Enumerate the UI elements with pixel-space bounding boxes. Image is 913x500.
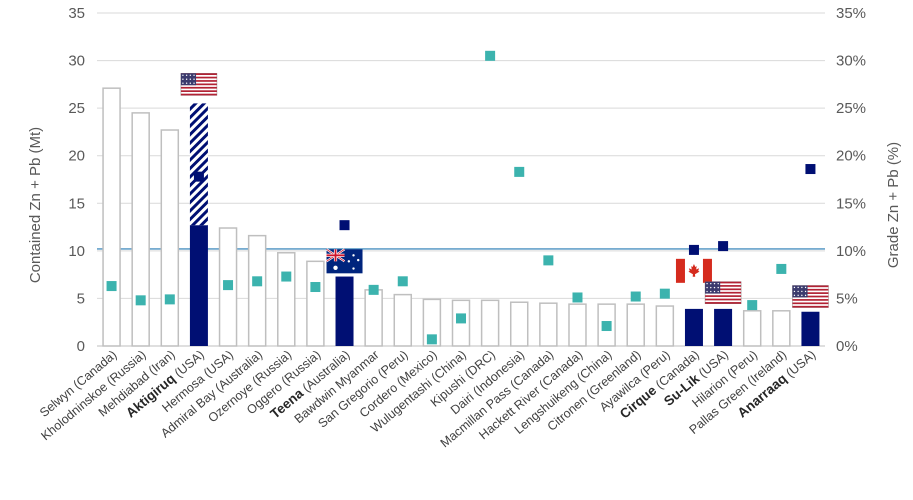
grade-marker <box>747 300 758 311</box>
grade-marker <box>281 271 292 282</box>
bar <box>655 305 675 347</box>
bar <box>684 308 703 346</box>
bar <box>247 234 267 347</box>
bar <box>277 252 296 347</box>
bar-hatched-segment <box>189 103 208 226</box>
us-flag-icon <box>704 281 742 305</box>
grade-marker <box>485 50 496 61</box>
y2-tick-label: 5% <box>836 290 858 307</box>
bar-series <box>102 87 820 347</box>
country-flags <box>180 73 829 308</box>
bar <box>306 260 325 347</box>
y2-tick-label: 25% <box>836 100 866 117</box>
y-tick-label: 25 <box>68 100 85 117</box>
category-labels: Selwyn (Canada)Kholodninskoe (Russia)Meh… <box>37 348 819 451</box>
bar <box>714 308 733 346</box>
bar <box>160 129 180 347</box>
grade-marker <box>426 334 437 345</box>
grade-marker <box>659 288 670 299</box>
bar <box>509 301 529 347</box>
grade-marker <box>310 282 321 293</box>
grade-marker <box>339 220 350 231</box>
canada-flag-icon <box>675 258 712 283</box>
y2-tick-label: 15% <box>836 195 866 212</box>
bar <box>742 310 762 347</box>
grade-marker <box>688 244 699 255</box>
y-axis-title: Contained Zn + Pb (Mt) <box>27 127 44 283</box>
grade-marker <box>106 281 117 292</box>
grade-marker <box>572 292 583 303</box>
grade-marker <box>805 164 816 175</box>
grade-marker <box>456 313 466 324</box>
category-label-rest: (USA) <box>781 348 819 383</box>
grade-markers <box>106 50 816 345</box>
bar <box>189 225 208 346</box>
grade-marker <box>223 280 234 291</box>
y-tick-label: 15 <box>68 195 85 212</box>
grade-marker <box>397 276 408 287</box>
us-flag-icon <box>180 73 218 96</box>
grade-marker <box>164 294 175 305</box>
y-tick-label: 10 <box>68 243 85 260</box>
bar <box>364 289 383 347</box>
bar <box>393 293 413 347</box>
y2-tick-label: 0% <box>836 338 858 355</box>
gridlines <box>97 12 825 347</box>
australia-flag-icon <box>325 248 363 274</box>
grade-marker <box>718 241 729 252</box>
bar <box>568 303 587 347</box>
grade-marker <box>543 255 554 266</box>
y-tick-label: 20 <box>68 148 85 165</box>
us-flag-icon <box>792 285 829 308</box>
grade-marker <box>514 166 525 177</box>
y2-axis-title: Grade Zn + Pb (%) <box>885 142 902 268</box>
y2-tick-label: 30% <box>836 53 866 70</box>
bar <box>626 303 645 347</box>
y2-tick-label: 20% <box>836 148 866 165</box>
bar <box>102 87 121 347</box>
grade-marker <box>601 321 612 332</box>
grade-marker <box>776 263 787 274</box>
grade-marker <box>135 295 146 306</box>
y-tick-label: 30 <box>68 53 85 70</box>
grade-marker <box>630 291 641 302</box>
bar <box>131 112 150 347</box>
y2-tick-label: 35% <box>836 5 866 22</box>
y-tick-label: 35 <box>68 5 85 22</box>
bar <box>772 310 791 347</box>
y2-tick-label: 10% <box>836 243 866 260</box>
right-axis-ticks: 0% 5% 10% 15% 20% 25% 30% 35% <box>836 5 866 355</box>
grade-marker <box>193 171 204 182</box>
bar <box>335 276 354 346</box>
grade-marker <box>252 276 263 287</box>
y-tick-label: 0 <box>77 338 85 355</box>
bar <box>801 311 820 346</box>
bar <box>539 302 558 347</box>
grade-marker <box>368 284 379 295</box>
bar <box>480 299 500 347</box>
y-tick-label: 5 <box>77 290 85 307</box>
left-axis-ticks: 0 5 10 15 20 25 30 35 <box>68 5 85 355</box>
